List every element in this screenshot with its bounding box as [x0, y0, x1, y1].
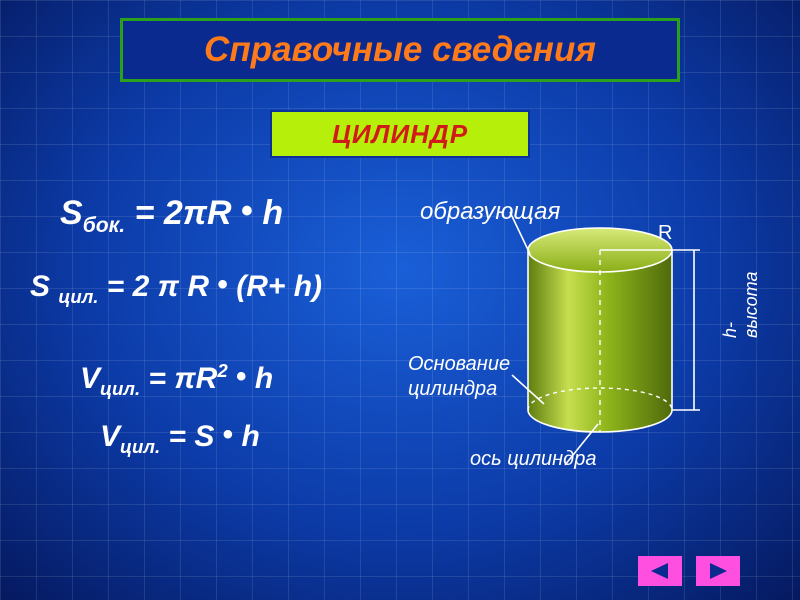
f1-sub: бок. — [83, 214, 125, 237]
title-text: Справочные сведения — [204, 30, 596, 70]
cylinder-top — [528, 228, 672, 272]
f4-dot: • — [223, 418, 234, 451]
cylinder-bottom-front — [528, 410, 672, 432]
f1-prefix: S — [60, 194, 83, 232]
formula-full-area: S цил. = 2 π R • (R+ h) — [30, 270, 322, 308]
triangle-right-icon — [706, 562, 730, 580]
f4-rest: = S — [160, 420, 223, 453]
f2-prefix: S — [30, 270, 58, 303]
f2-dot: • — [217, 268, 228, 301]
f3-mid — [228, 362, 236, 395]
cylinder-bottom-back — [528, 388, 672, 410]
triangle-left-icon — [648, 562, 672, 580]
f3-prefix: V — [80, 362, 100, 395]
label-generator: образующая — [420, 198, 560, 226]
title-box: Справочные сведения — [120, 18, 680, 82]
next-slide-button[interactable] — [696, 556, 740, 586]
formula-volume: Vцил. = πR2 • h — [80, 360, 273, 400]
f4-sub: цил. — [120, 436, 160, 457]
cylinder-side — [528, 250, 672, 432]
label-base: Основание цилиндра — [408, 352, 510, 402]
label-radius: R — [658, 222, 672, 245]
f1-rest: = 2πR — [125, 194, 241, 232]
label-height: h-высота — [720, 258, 762, 338]
f1-dot: • — [241, 192, 253, 230]
formula-lateral-area: Sбок. = 2πR • h — [60, 194, 283, 238]
nav-buttons — [638, 556, 740, 586]
f4-tail: h — [233, 420, 260, 453]
slide: Справочные сведения ЦИЛИНДР Sбок. = 2πR … — [0, 0, 800, 600]
f3-dot: • — [236, 360, 247, 393]
f3-sub: цил. — [100, 378, 140, 399]
prev-slide-button[interactable] — [638, 556, 682, 586]
f3-sup: 2 — [217, 360, 227, 381]
subtitle-box: ЦИЛИНДР — [270, 110, 530, 158]
formula-volume-alt: Vцил. = S • h — [100, 420, 260, 458]
f2-sub: цил. — [58, 286, 98, 307]
f1-tail: h — [253, 194, 283, 232]
subtitle-text: ЦИЛИНДР — [332, 119, 468, 150]
f2-tail: (R+ h) — [228, 270, 322, 303]
f4-prefix: V — [100, 420, 120, 453]
f3-rest: = πR — [140, 362, 217, 395]
f2-rest: = 2 π R — [98, 270, 217, 303]
label-axis: ось цилиндра — [470, 448, 596, 471]
f3-tail: h — [247, 362, 274, 395]
pointer-base — [512, 375, 544, 404]
